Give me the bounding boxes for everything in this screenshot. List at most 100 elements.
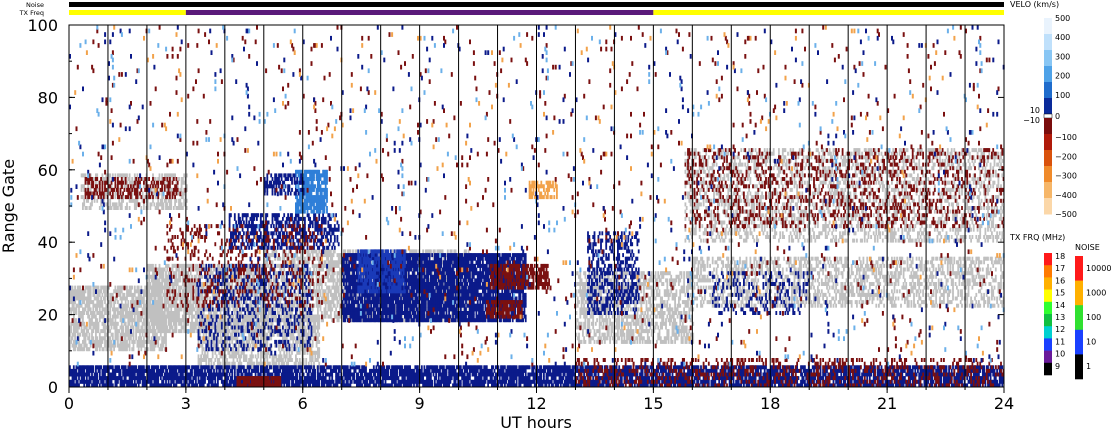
scatter-cell [183,282,186,286]
scatter-cell [322,296,324,301]
scatter-cell [232,347,235,352]
scatter-cell [261,311,263,315]
scatter-cell [233,329,236,334]
scatter-cell [256,325,258,330]
scatter-cell [254,332,257,337]
scatter-cell [208,343,210,348]
scatter-cell [427,249,430,254]
scatter-cell [148,263,150,268]
scatter-cell [305,311,308,315]
scatter-cell [263,307,266,312]
scatter-cell [459,292,462,297]
scatter-cell [156,289,158,294]
scatter-cell [269,285,271,290]
scatter-cell [69,332,71,337]
scatter-cell [111,321,114,326]
scatter-cell [101,307,104,312]
scatter-cell [297,271,300,276]
scatter-cell [118,289,121,294]
scatter-cell [100,296,102,301]
scatter-cell [191,314,193,319]
scatter-cell [117,332,119,337]
scatter-cell [136,329,139,334]
scatter-cell [279,314,282,319]
scatter-cell [195,318,197,323]
scatter-cell [307,271,310,276]
scatter-cell [161,318,163,323]
scatter-cell [445,289,448,294]
scatter-cell [179,289,182,294]
scatter-cell [132,329,135,334]
scatter-cell [341,285,344,290]
scatter-cell [136,289,139,294]
scatter-cell [202,358,205,362]
scatter-cell [452,260,454,265]
scatter-cell [136,307,139,312]
scatter-cell [232,354,235,359]
scatter-cell [69,292,71,297]
scatter-cell [119,332,122,337]
scatter-cell [193,325,196,330]
scatter-cell [100,285,102,290]
scatter-cell [100,314,102,319]
scatter-cell [154,263,157,268]
scatter-cell [324,253,327,258]
scatter-cell [313,263,315,268]
scatter-cell [304,260,306,265]
scatter-cell [324,311,327,315]
scatter-cell [83,347,86,352]
scatter-cell [165,336,167,341]
scatter-cell [254,292,257,297]
scatter-cell [433,249,436,254]
scatter-cell [280,274,283,279]
scatter-cell [317,336,319,341]
scatter-cell [135,289,137,294]
scatter-cell [407,289,410,294]
scatter-cell [100,300,102,305]
scatter-cell [453,292,456,297]
scatter-cell [304,339,306,344]
scatter-cell [332,260,335,265]
scatter-cell [289,321,292,326]
scatter-cell [267,350,270,355]
scatter-cell [197,311,200,315]
scatter-cell [72,325,75,330]
scatter-cell [209,314,211,319]
scatter-cell [248,358,250,362]
scatter-cell [315,343,318,348]
scatter-cell [274,271,276,276]
scatter-cell [98,336,101,341]
scatter-cell [437,249,440,254]
scatter-cell [337,292,340,297]
scatter-cell [208,329,210,334]
scatter-cell [292,267,295,272]
scatter-cell [122,339,124,344]
scatter-cell [220,318,223,323]
scatter-cell [200,318,202,323]
scatter-cell [259,358,262,362]
scatter-cell [298,318,301,323]
scatter-cell [409,249,411,254]
scatter-cell [205,358,208,362]
scatter-cell [169,271,171,276]
scatter-cell [406,274,409,279]
scatter-cell [339,307,341,312]
scatter-cell [172,292,175,297]
scatter-cell [320,263,323,268]
scatter-cell [289,318,292,323]
scatter-cell [300,325,302,330]
scatter-cell [87,347,89,352]
scatter-cell [237,321,240,326]
scatter-cell [82,300,84,305]
scatter-cell [96,339,99,344]
scatter-cell [430,253,432,258]
scatter-cell [256,307,258,312]
scatter-cell [96,285,99,290]
scatter-cell [311,358,314,362]
scatter-cell [130,318,132,323]
scatter-cell [96,325,99,330]
scatter-cell [274,249,276,254]
scatter-cell [430,249,432,254]
scatter-cell [179,307,182,312]
scatter-cell [188,314,191,319]
